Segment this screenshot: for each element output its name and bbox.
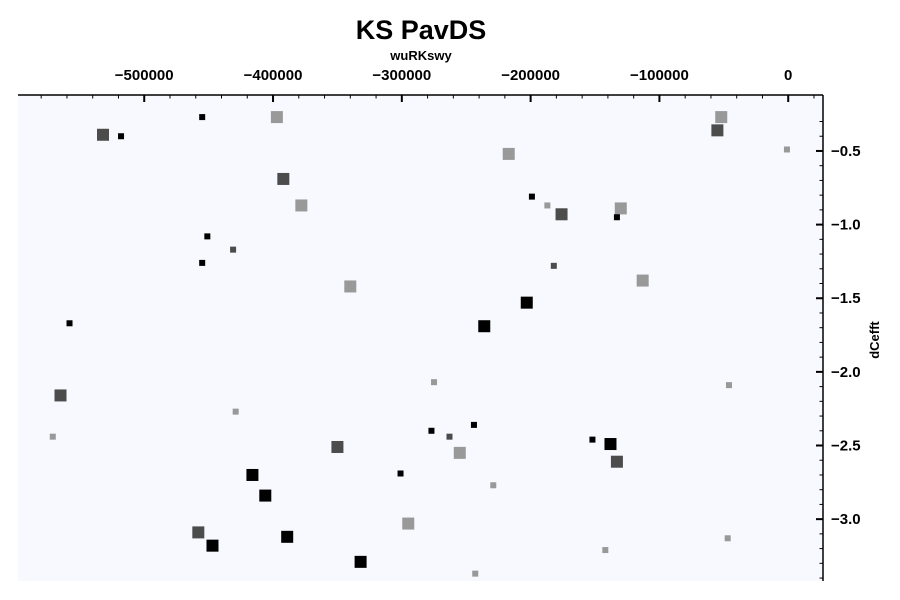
scatter-point [281,530,294,543]
scatter-point [270,111,283,124]
scatter-point [614,202,627,215]
scatter-point [428,427,435,434]
x-tick-label: 0 [784,67,792,84]
x-axis: −500000 −400000 −300000 −200000 −100000 0 [18,67,823,102]
scatter-point [295,199,308,212]
x-tick-label: −500000 [115,67,174,84]
scatter-point [54,389,67,402]
scatter-point [259,489,272,502]
scatter-point [610,455,623,468]
scatter-point [783,146,790,153]
scatter-point [97,128,110,141]
scatter-point [397,470,404,477]
x-axis-label: wuRKswy [389,48,452,63]
y-tick-label: −3.0 [831,511,861,528]
plot-background [18,95,823,581]
y-tick-label: −1.5 [831,290,861,307]
x-tick-label: −200000 [501,67,560,84]
scatter-point [550,262,557,269]
data-points [49,111,790,577]
scatter-point [66,320,73,327]
scatter-point [402,517,415,530]
x-tick-label: −300000 [372,67,431,84]
scatter-point [199,114,206,121]
scatter-point [199,259,206,266]
y-axis-label: dCefft [867,321,882,359]
scatter-point [453,446,466,459]
y-axis: −0.5 −1.0 −1.5 −2.0 −2.5 −3.0 [816,95,861,581]
y-tick-label: −1.0 [831,217,861,234]
scatter-point [589,436,596,443]
scatter-point [544,202,551,209]
scatter-point [555,208,568,221]
scatter-point [246,468,259,481]
scatter-point [230,246,237,253]
scatter-point [604,438,617,451]
scatter-point [711,124,724,137]
scatter-point [470,421,477,428]
scatter-point [49,433,56,440]
scatter-point [206,539,219,552]
scatter-point [472,570,479,577]
y-tick-label: −2.5 [831,438,861,455]
scatter-point [192,526,205,539]
scatter-point [354,555,367,568]
scatter-point [502,147,515,160]
scatter-point [344,280,357,293]
scatter-point [232,408,239,415]
y-tick-label: −2.0 [831,364,861,381]
scatter-point [528,193,535,200]
scatter-point [204,233,211,240]
x-tick-label: −100000 [630,67,689,84]
y-tick-label: −0.5 [831,143,861,160]
scatter-point [715,111,728,124]
scatter-point [277,172,290,185]
scatter-point [490,482,497,489]
scatter-point [520,296,533,309]
scatter-point [636,274,649,287]
scatter-point [724,535,731,542]
scatter-point [613,214,620,221]
chart-title: KS PavDS [356,15,487,45]
scatter-point [602,547,609,554]
scatter-point [118,133,125,140]
x-tick-label: −400000 [244,67,303,84]
scatter-point [478,320,491,333]
scatter-point [725,382,732,389]
scatter-point [331,440,344,453]
scatter-point [446,433,453,440]
scatter-point [431,379,438,386]
